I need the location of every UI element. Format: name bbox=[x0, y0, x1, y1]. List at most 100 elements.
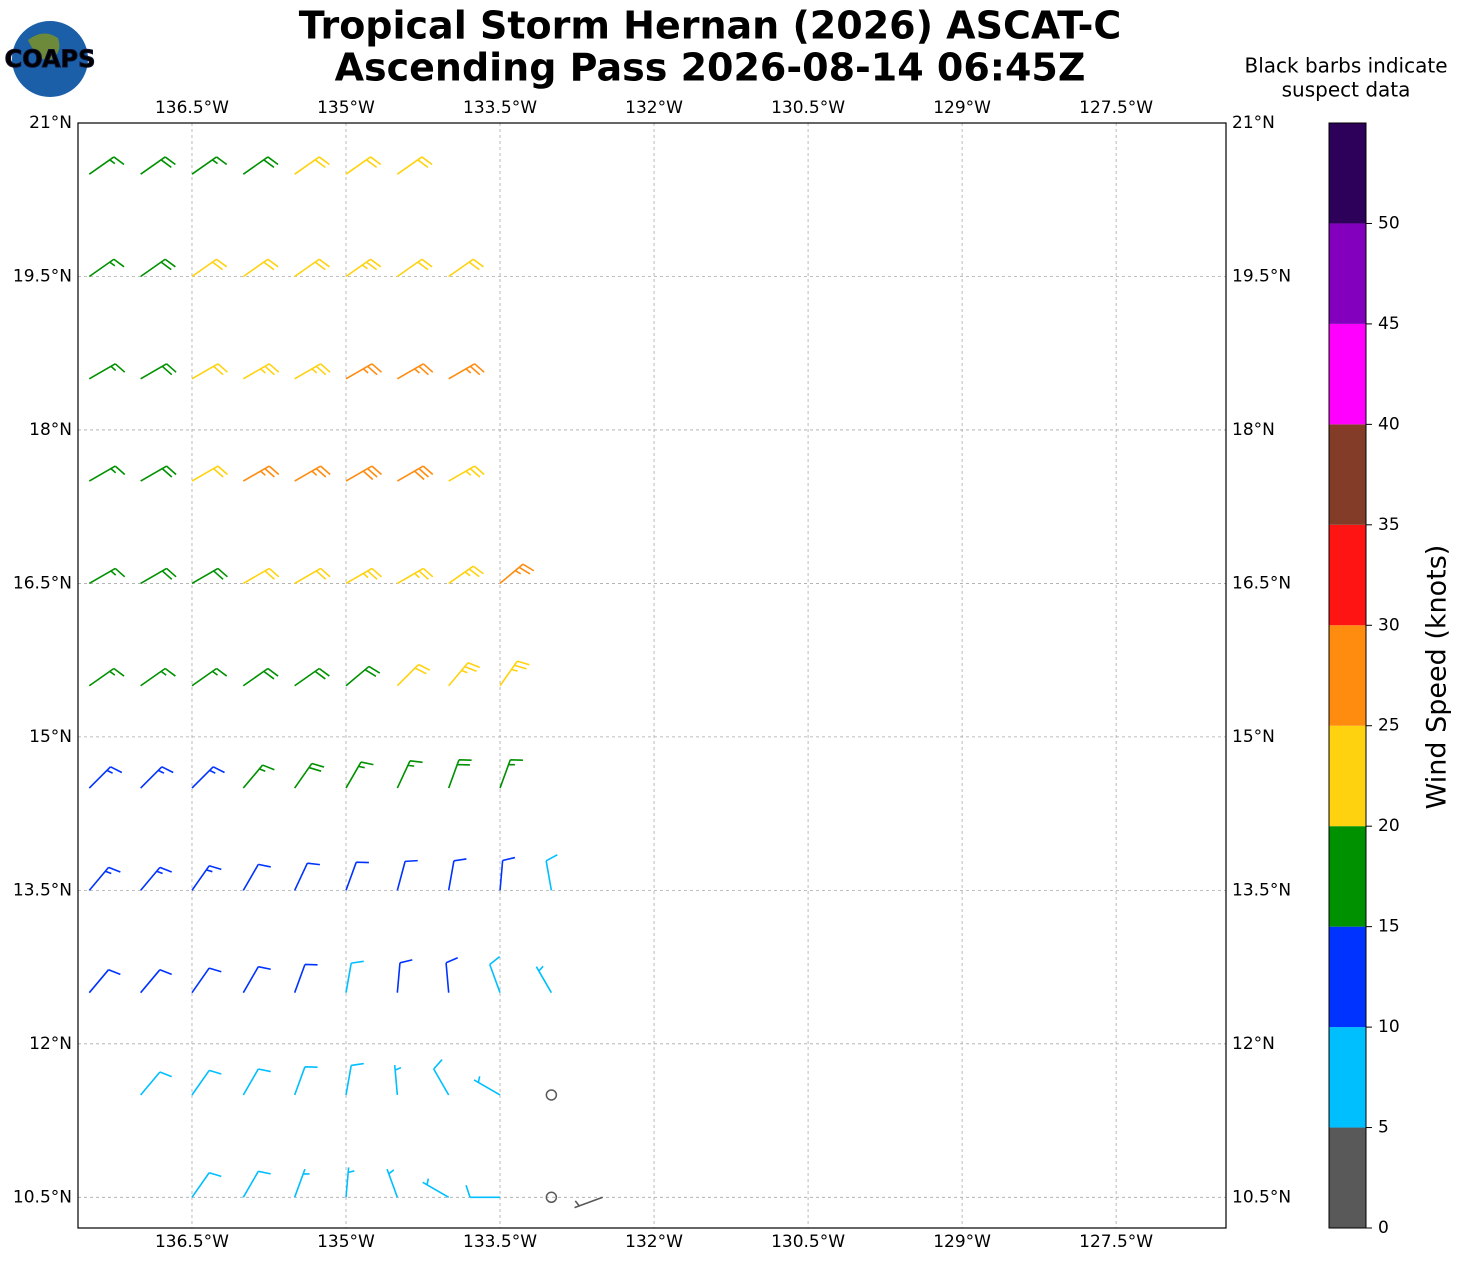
wind-barb bbox=[345, 761, 374, 789]
x-tick-label: 129°W bbox=[933, 98, 991, 118]
wind-barb bbox=[294, 258, 330, 278]
wind-barb bbox=[396, 663, 431, 687]
wind-barb bbox=[499, 660, 530, 687]
wind-barb bbox=[345, 156, 382, 175]
colorbar-segment bbox=[1329, 424, 1366, 525]
wind-barb bbox=[191, 258, 228, 278]
colorbar-tick-label: 30 bbox=[1378, 615, 1400, 635]
wind-barb bbox=[294, 567, 331, 585]
wind-barb bbox=[396, 156, 433, 175]
wind-barb bbox=[140, 968, 172, 994]
wind-barb bbox=[447, 858, 467, 891]
wind-barb bbox=[88, 258, 125, 278]
note-line: Black barbs indicate bbox=[1245, 54, 1448, 78]
wind-barb bbox=[386, 1168, 399, 1198]
wind-barb bbox=[242, 567, 280, 585]
logo-land bbox=[28, 33, 60, 61]
y-tick-label: 19.5°N bbox=[1232, 266, 1291, 286]
wind-barb bbox=[191, 567, 228, 585]
wind-barb bbox=[242, 863, 271, 891]
wind-barb bbox=[242, 965, 271, 994]
wind-barb bbox=[191, 156, 228, 175]
x-tick-label: 130.5°W bbox=[771, 98, 845, 118]
wind-barb bbox=[88, 667, 125, 687]
wind-barb bbox=[140, 156, 176, 175]
wind-barb bbox=[448, 258, 484, 278]
wind-barb bbox=[191, 766, 225, 789]
wind-barb bbox=[294, 465, 331, 482]
x-tick-label: 130.5°W bbox=[771, 1232, 845, 1252]
wind-barb bbox=[345, 258, 382, 278]
colorbar-tick-label: 25 bbox=[1378, 716, 1400, 736]
wind-barb bbox=[293, 1168, 310, 1198]
wind-barb bbox=[242, 1068, 271, 1096]
wind-barb bbox=[345, 567, 382, 585]
x-tick-label: 133.5°W bbox=[463, 98, 537, 118]
x-tick-label: 129°W bbox=[933, 1232, 991, 1252]
wind-barb bbox=[191, 1069, 222, 1096]
wind-barb bbox=[448, 465, 485, 482]
wind-barb bbox=[535, 965, 553, 994]
wind-barb bbox=[140, 258, 176, 278]
wind-barb bbox=[191, 865, 222, 891]
wind-barb bbox=[140, 363, 177, 380]
x-tick-label: 127.5°W bbox=[1079, 98, 1153, 118]
x-tick-label: 135°W bbox=[317, 1232, 375, 1252]
wind-barb bbox=[345, 665, 381, 687]
colorbar-tick-label: 35 bbox=[1378, 515, 1400, 535]
colorbar-tick-label: 10 bbox=[1378, 1017, 1400, 1037]
wind-barb bbox=[396, 959, 413, 993]
logo-text: COAPS bbox=[5, 45, 96, 73]
title-line: Ascending Pass 2026-08-14 06:45Z bbox=[335, 46, 1086, 90]
colorbar-tick-label: 15 bbox=[1378, 917, 1400, 937]
wind-barb bbox=[574, 1196, 603, 1209]
calm-barb bbox=[545, 1191, 558, 1204]
wind-barb bbox=[191, 465, 228, 482]
y-tick-label: 13.5°N bbox=[1232, 880, 1291, 900]
x-tick-label: 127.5°W bbox=[1079, 1232, 1153, 1252]
wind-barb bbox=[345, 465, 382, 482]
y-tick-label: 18°N bbox=[29, 420, 72, 440]
wind-barb bbox=[465, 1185, 501, 1199]
x-tick-label: 132°W bbox=[625, 1232, 683, 1252]
wind-barb bbox=[345, 861, 369, 891]
wind-barb bbox=[140, 866, 172, 891]
wind-barb bbox=[396, 567, 434, 585]
colorbar-segment bbox=[1329, 625, 1366, 726]
wind-barb bbox=[396, 859, 418, 891]
wind-barb bbox=[396, 760, 423, 789]
wind-barb bbox=[88, 567, 126, 585]
wind-barb bbox=[473, 1076, 501, 1096]
wind-barb bbox=[242, 258, 279, 278]
y-tick-label: 15°N bbox=[1232, 727, 1275, 747]
colorbar-tick-label: 20 bbox=[1378, 816, 1400, 836]
colorbar-tick-label: 5 bbox=[1378, 1118, 1389, 1138]
y-tick-label: 15°N bbox=[29, 727, 72, 747]
x-tick-label: 133.5°W bbox=[463, 1232, 537, 1252]
wind-barb bbox=[448, 662, 481, 687]
wind-barb bbox=[294, 156, 330, 175]
title-line: Tropical Storm Hernan (2026) ASCAT-C bbox=[299, 4, 1122, 48]
colorbar-label: Wind Speed (knots) bbox=[1422, 545, 1453, 810]
wind-barb bbox=[242, 156, 279, 175]
wind-barb bbox=[294, 762, 325, 789]
wind-barb bbox=[499, 563, 535, 585]
colorbar-tick-label: 40 bbox=[1378, 414, 1400, 434]
wind-barb bbox=[345, 1167, 355, 1198]
colorbar-segment bbox=[1329, 1027, 1366, 1128]
colorbar-tick-label: 45 bbox=[1378, 314, 1400, 334]
wind-barb bbox=[445, 957, 458, 993]
wind-barb bbox=[499, 856, 516, 891]
y-tick-label: 16.5°N bbox=[13, 573, 72, 593]
wind-barb bbox=[242, 465, 280, 482]
colorbar-segment bbox=[1329, 926, 1366, 1028]
wind-barb bbox=[140, 766, 174, 789]
wind-barb bbox=[242, 1170, 271, 1198]
wind-barb bbox=[422, 1178, 450, 1199]
wind-barb bbox=[191, 363, 228, 380]
wind-barb bbox=[88, 465, 126, 482]
wind-barb bbox=[432, 1059, 450, 1096]
wind-barb bbox=[294, 667, 330, 687]
x-tick-label: 136.5°W bbox=[155, 1232, 229, 1252]
